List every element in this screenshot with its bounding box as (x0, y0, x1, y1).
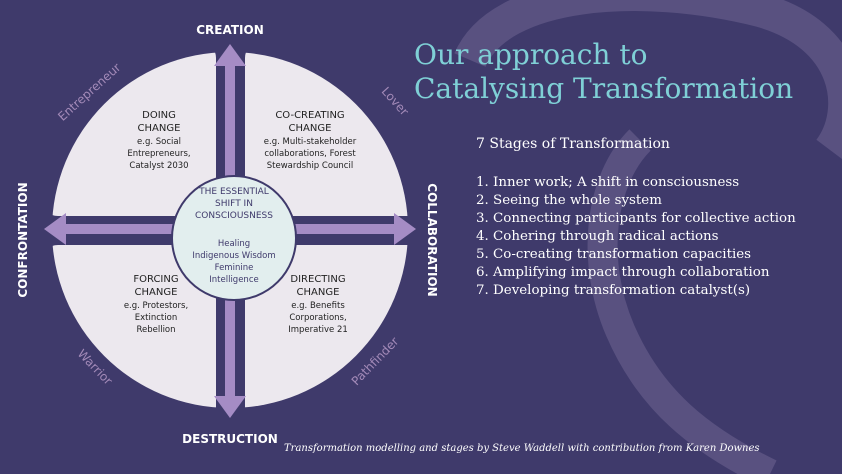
title-line-2: Catalysing Transformation (414, 72, 794, 105)
co-creating-change-heading-2: CHANGE (289, 123, 332, 134)
credit-caption: Transformation modelling and stages by S… (284, 443, 760, 454)
forcing-change-heading-2: CHANGE (135, 287, 178, 298)
stage-item: 7. Developing transformation catalyst(s) (476, 283, 751, 298)
stage-item: 1. Inner work; A shift in consciousness (476, 175, 740, 190)
axis-label-bottom: DESTRUCTION (182, 432, 278, 446)
doing-change-heading-2: CHANGE (138, 123, 181, 134)
doing-change-detail-2: Entrepreneurs, (127, 149, 190, 159)
co-creating-change-detail-2: collaborations, Forest (264, 149, 356, 159)
center-item-4: Intelligence (209, 275, 258, 285)
axis-label-top: CREATION (196, 23, 264, 37)
title-line-1: Our approach to (414, 38, 648, 71)
co-creating-change-heading-1: CO-CREATING (275, 110, 344, 121)
directing-change-detail-3: Imperative 21 (288, 325, 348, 335)
center-heading-1: THE ESSENTIAL (198, 187, 269, 197)
stage-item: 4. Cohering through radical actions (476, 229, 719, 244)
arrow-left-head (44, 213, 66, 245)
directing-change-heading-2: CHANGE (297, 287, 340, 298)
stages-heading: 7 Stages of Transformation (476, 136, 670, 152)
role-label-lover: Lover (379, 84, 412, 118)
axis-label-left: CONFRONTATION (16, 182, 30, 297)
forcing-change-heading-1: FORCING (133, 274, 178, 285)
directing-change-detail-2: Corporations, (289, 313, 346, 323)
axis-label-right: COLLABORATION (425, 183, 439, 296)
doing-change-heading-1: DOING (142, 110, 176, 121)
doing-change-detail-3: Catalyst 2030 (129, 161, 188, 171)
arrow-up-head (214, 44, 246, 66)
stage-item: 2. Seeing the whole system (476, 193, 662, 208)
directing-change-heading-1: DIRECTING (290, 274, 345, 285)
co-creating-change-detail-1: e.g. Multi-stakeholder (264, 137, 357, 147)
forcing-change-detail-1: e.g. Protestors, (124, 301, 188, 311)
center-circle (171, 175, 297, 301)
forcing-change-detail-3: Rebellion (136, 325, 175, 335)
center-item-1: Healing (218, 239, 250, 249)
stage-item: 3. Connecting participants for collectiv… (476, 211, 796, 226)
doing-change-detail-1: e.g. Social (137, 137, 181, 147)
center-heading-2: SHIFT IN (215, 199, 253, 209)
stage-item: 6. Amplifying impact through collaborati… (476, 265, 770, 280)
center-item-2: Indigenous Wisdom (192, 251, 275, 261)
stage-item: 5. Co-creating transformation capacities (476, 247, 752, 262)
center-item-3: Feminine (215, 263, 254, 273)
quadrant-doing-change (52, 52, 216, 216)
arrow-right-head (394, 213, 416, 245)
forcing-change-detail-2: Extinction (135, 313, 177, 323)
co-creating-change-detail-3: Stewardship Council (267, 161, 353, 171)
arrow-down-head (214, 396, 246, 418)
directing-change-detail-1: e.g. Benefits (291, 301, 345, 311)
center-heading-3: CONSCIOUSNESS (195, 211, 273, 221)
